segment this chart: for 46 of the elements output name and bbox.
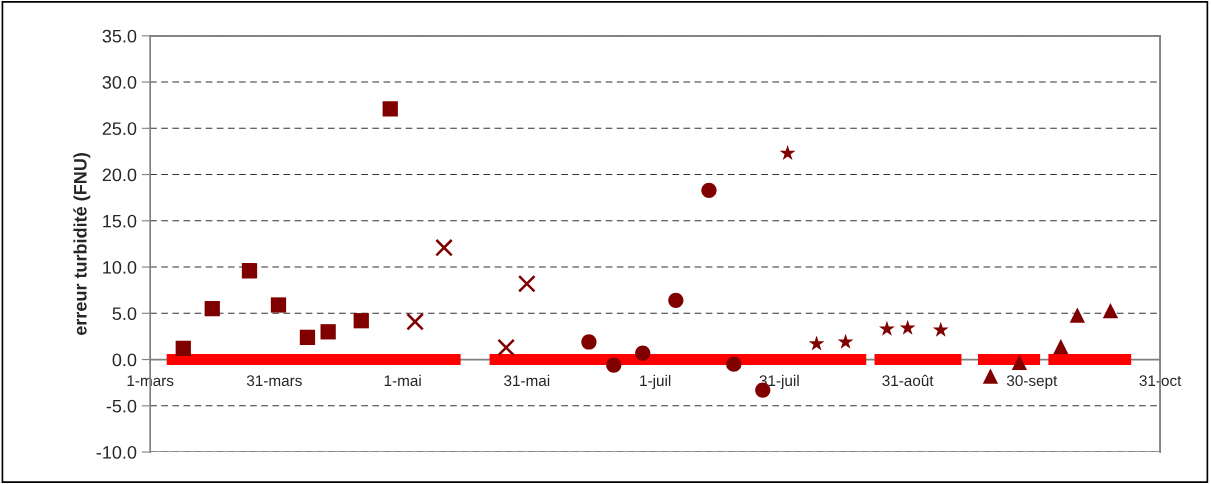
y-tick-label: 30.0 bbox=[102, 76, 137, 89]
point bbox=[241, 263, 258, 279]
point bbox=[779, 144, 796, 161]
x-tick-label: 1-mai bbox=[384, 374, 421, 387]
point bbox=[879, 320, 895, 336]
point bbox=[701, 182, 717, 198]
point bbox=[497, 338, 516, 357]
y-tick-label: 0.0 bbox=[112, 353, 137, 367]
y-axis-title: erreur turbidité (FNU) bbox=[73, 153, 91, 336]
point bbox=[1069, 307, 1085, 323]
point bbox=[808, 335, 825, 351]
point bbox=[668, 292, 684, 308]
point bbox=[353, 313, 369, 329]
point bbox=[606, 357, 622, 373]
point bbox=[837, 333, 854, 349]
point bbox=[982, 368, 999, 384]
y-tick-label: 15.0 bbox=[103, 214, 137, 228]
point bbox=[270, 297, 287, 313]
point bbox=[299, 329, 316, 345]
point bbox=[204, 301, 220, 317]
y-tick-label: 20.0 bbox=[102, 168, 137, 182]
x-tick-label: 30-sept bbox=[1006, 375, 1058, 390]
y-tick-label: 35.0 bbox=[102, 29, 137, 43]
point bbox=[1011, 354, 1028, 370]
point bbox=[175, 340, 191, 357]
point bbox=[1053, 338, 1069, 355]
y-tick-label: -10.0 bbox=[96, 445, 137, 459]
point bbox=[320, 324, 336, 340]
point bbox=[726, 356, 742, 372]
x-tick-label: 31-mars bbox=[246, 375, 302, 387]
y-tick-label: -5.0 bbox=[106, 399, 137, 413]
point bbox=[517, 274, 536, 293]
point bbox=[635, 345, 651, 361]
point bbox=[1102, 302, 1119, 319]
point bbox=[932, 321, 949, 337]
point bbox=[435, 238, 453, 257]
y-tick-label: 25.0 bbox=[102, 122, 137, 136]
point bbox=[899, 319, 916, 335]
x-tick-label: 31-mai bbox=[504, 374, 550, 387]
point bbox=[382, 101, 398, 117]
point bbox=[406, 312, 424, 331]
y-tick-label: 5.0 bbox=[112, 307, 137, 321]
y-tick-label: 10.0 bbox=[103, 260, 137, 274]
point bbox=[581, 334, 597, 350]
x-tick-label: 31-août bbox=[882, 374, 934, 387]
x-tick-label: 1-juil bbox=[640, 374, 671, 390]
